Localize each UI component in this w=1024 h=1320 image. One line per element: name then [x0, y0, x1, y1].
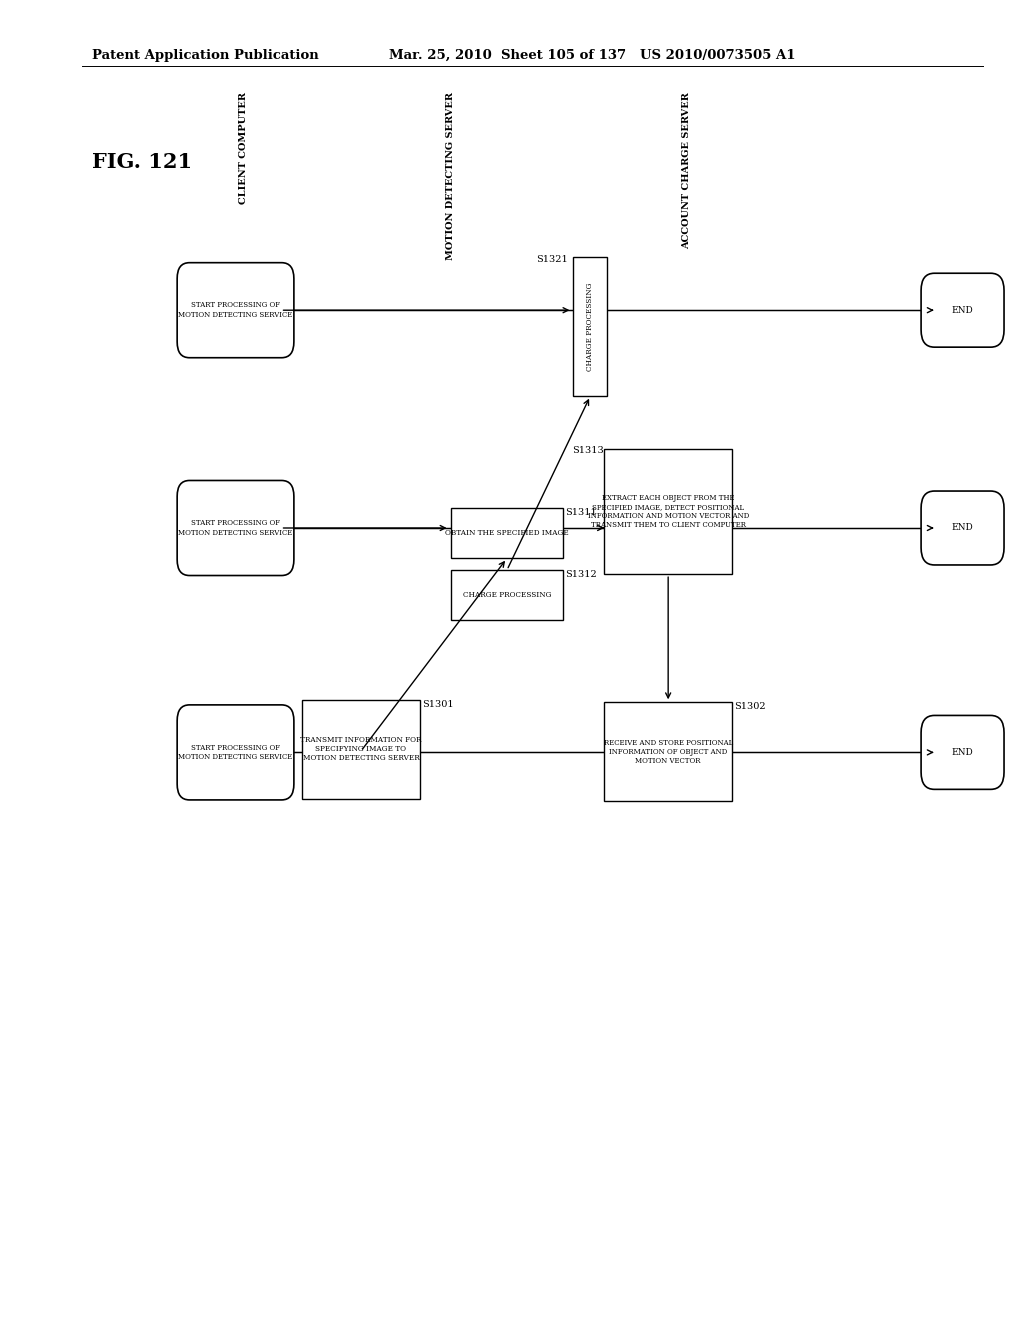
FancyBboxPatch shape: [177, 705, 294, 800]
Text: CHARGE PROCESSING: CHARGE PROCESSING: [463, 591, 551, 599]
FancyBboxPatch shape: [177, 480, 294, 576]
Text: ACCOUNT CHARGE SERVER: ACCOUNT CHARGE SERVER: [682, 92, 690, 249]
FancyBboxPatch shape: [177, 263, 294, 358]
Text: CHARGE PROCESSING: CHARGE PROCESSING: [587, 282, 594, 371]
Text: START PROCESSING OF
MOTION DETECTING SERVICE: START PROCESSING OF MOTION DETECTING SER…: [178, 743, 293, 762]
Text: S1313: S1313: [572, 446, 604, 455]
Text: END: END: [951, 524, 974, 532]
Text: Mar. 25, 2010  Sheet 105 of 137   US 2010/0073505 A1: Mar. 25, 2010 Sheet 105 of 137 US 2010/0…: [389, 49, 796, 62]
Text: OBTAIN THE SPECIFIED IMAGE: OBTAIN THE SPECIFIED IMAGE: [445, 529, 568, 537]
Text: END: END: [951, 306, 974, 314]
Bar: [451, 570, 563, 620]
Text: S1301: S1301: [422, 700, 454, 709]
Text: START PROCESSING OF
MOTION DETECTING SERVICE: START PROCESSING OF MOTION DETECTING SER…: [178, 301, 293, 319]
Text: Patent Application Publication: Patent Application Publication: [92, 49, 318, 62]
Bar: [604, 702, 732, 801]
Bar: [604, 449, 732, 574]
Text: CLIENT COMPUTER: CLIENT COMPUTER: [240, 92, 248, 205]
Text: FIG. 121: FIG. 121: [92, 152, 193, 172]
Text: TRANSMIT INFORMATION FOR
SPECIFYING IMAGE TO
MOTION DETECTING SERVER: TRANSMIT INFORMATION FOR SPECIFYING IMAG…: [300, 737, 422, 763]
FancyBboxPatch shape: [922, 491, 1004, 565]
FancyBboxPatch shape: [922, 273, 1004, 347]
Text: S1321: S1321: [537, 255, 568, 264]
FancyBboxPatch shape: [922, 715, 1004, 789]
Text: START PROCESSING OF
MOTION DETECTING SERVICE: START PROCESSING OF MOTION DETECTING SER…: [178, 519, 293, 537]
Text: END: END: [951, 748, 974, 756]
Text: EXTRACT EACH OBJECT FROM THE
SPECIFIED IMAGE, DETECT POSITIONAL
INFORMATION AND : EXTRACT EACH OBJECT FROM THE SPECIFIED I…: [588, 494, 749, 529]
Text: S1302: S1302: [734, 702, 766, 711]
Text: S1312: S1312: [565, 570, 597, 579]
Text: RECEIVE AND STORE POSITIONAL
INFORMATION OF OBJECT AND
MOTION VECTOR: RECEIVE AND STORE POSITIONAL INFORMATION…: [603, 739, 733, 766]
Bar: [573, 257, 607, 396]
Bar: [451, 508, 563, 558]
Text: MOTION DETECTING SERVER: MOTION DETECTING SERVER: [446, 92, 455, 260]
Bar: [302, 700, 420, 799]
Text: S1311: S1311: [565, 508, 597, 517]
